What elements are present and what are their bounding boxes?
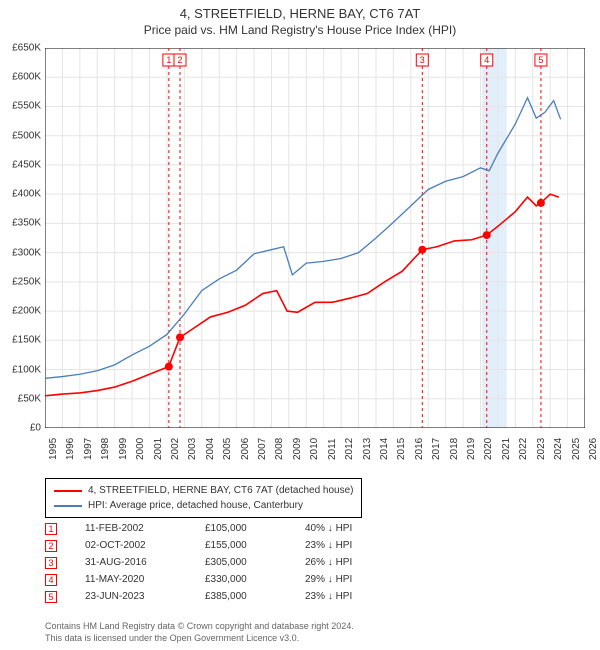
event-date: 11-FEB-2002 [85,523,205,534]
event-hpi: 23% ↓ HPI [305,591,405,602]
event-price: £105,000 [205,523,305,534]
x-tick-label: 1998 [100,438,111,460]
svg-text:3: 3 [420,55,425,65]
svg-text:5: 5 [538,55,543,65]
x-tick-label: 1996 [65,438,76,460]
chart-container: 4, STREETFIELD, HERNE BAY, CT6 7AT Price… [0,0,600,650]
x-tick-label: 2019 [466,438,477,460]
x-tick-label: 2010 [309,438,320,460]
chart-svg: 12 3 4 5 [45,48,585,428]
event-hpi: 23% ↓ HPI [305,540,405,551]
x-tick-label: 2000 [135,438,146,460]
x-tick-label: 2025 [571,438,582,460]
x-tick-label: 2016 [414,438,425,460]
event-hpi: 40% ↓ HPI [305,523,405,534]
x-tick-label: 2001 [153,438,164,460]
x-tick-label: 2014 [379,438,390,460]
event-row: 4 11-MAY-2020£330,00029% ↓ HPI [45,571,405,588]
legend-swatch [54,490,82,492]
x-tick-label: 2022 [518,438,529,460]
svg-text:1: 1 [166,55,171,65]
svg-text:2: 2 [177,55,182,65]
legend-item: 4, STREETFIELD, HERNE BAY, CT6 7AT (deta… [54,483,353,498]
titles: 4, STREETFIELD, HERNE BAY, CT6 7AT Price… [0,0,600,37]
y-tick-label: £450K [1,159,41,170]
x-tick-label: 1997 [83,438,94,460]
x-tick-label: 2005 [222,438,233,460]
legend-item: HPI: Average price, detached house, Cant… [54,498,353,513]
event-marker-box: 5 [45,591,57,603]
event-date: 11-MAY-2020 [85,574,205,585]
event-row: 2 02-OCT-2002£155,00023% ↓ HPI [45,537,405,554]
x-tick-label: 2018 [449,438,460,460]
event-hpi: 26% ↓ HPI [305,557,405,568]
y-axis-labels: £0£50K£100K£150K£200K£250K£300K£350K£400… [0,48,45,428]
event-price: £305,000 [205,557,305,568]
x-tick-label: 2020 [483,438,494,460]
y-tick-label: £250K [1,276,41,287]
footer-line2: This data is licensed under the Open Gov… [45,632,354,644]
footer: Contains HM Land Registry data © Crown c… [45,620,354,644]
event-row: 3 31-AUG-2016£305,00026% ↓ HPI [45,554,405,571]
x-tick-label: 1999 [118,438,129,460]
x-tick-label: 2012 [344,438,355,460]
x-tick-label: 2011 [327,438,338,460]
x-tick-label: 2007 [257,438,268,460]
footer-line1: Contains HM Land Registry data © Crown c… [45,620,354,632]
y-tick-label: £500K [1,130,41,141]
y-tick-label: £0 [1,423,41,434]
legend-label: HPI: Average price, detached house, Cant… [88,498,303,513]
event-marker-box: 2 [45,540,57,552]
y-tick-label: £150K [1,335,41,346]
x-tick-label: 2008 [274,438,285,460]
event-price: £330,000 [205,574,305,585]
event-price: £385,000 [205,591,305,602]
x-tick-label: 2026 [588,438,599,460]
y-tick-label: £100K [1,364,41,375]
y-tick-label: £50K [1,393,41,404]
events-table: 1 11-FEB-2002£105,00040% ↓ HPI 2 02-OCT-200… [45,520,405,605]
event-date: 02-OCT-2002 [85,540,205,551]
y-tick-label: £400K [1,189,41,200]
title-line1: 4, STREETFIELD, HERNE BAY, CT6 7AT [0,6,600,21]
x-tick-label: 2009 [292,438,303,460]
x-tick-label: 2024 [553,438,564,460]
legend: 4, STREETFIELD, HERNE BAY, CT6 7AT (deta… [45,478,362,518]
event-row: 1 11-FEB-2002£105,00040% ↓ HPI [45,520,405,537]
x-tick-label: 1995 [48,438,59,460]
svg-text:4: 4 [484,55,489,65]
legend-swatch [54,505,82,507]
y-tick-label: £600K [1,72,41,83]
event-date: 23-JUN-2023 [85,591,205,602]
title-line2: Price paid vs. HM Land Registry's House … [0,23,600,37]
x-tick-label: 2023 [536,438,547,460]
y-tick-label: £200K [1,306,41,317]
x-tick-label: 2015 [396,438,407,460]
event-hpi: 29% ↓ HPI [305,574,405,585]
x-tick-label: 2002 [170,438,181,460]
y-tick-label: £550K [1,101,41,112]
event-marker-box: 4 [45,574,57,586]
event-row: 5 23-JUN-2023£385,00023% ↓ HPI [45,588,405,605]
x-tick-label: 2021 [501,438,512,460]
y-tick-label: £350K [1,218,41,229]
event-marker-box: 3 [45,557,57,569]
x-tick-label: 2013 [362,438,373,460]
event-marker-box: 1 [45,523,57,535]
x-tick-label: 2017 [431,438,442,460]
legend-label: 4, STREETFIELD, HERNE BAY, CT6 7AT (deta… [88,483,353,498]
event-price: £155,000 [205,540,305,551]
x-tick-label: 2006 [240,438,251,460]
y-tick-label: £650K [1,43,41,54]
x-tick-label: 2003 [187,438,198,460]
chart-plot-area: 12 3 4 5 [45,48,585,428]
event-date: 31-AUG-2016 [85,557,205,568]
x-tick-label: 2004 [205,438,216,460]
y-tick-label: £300K [1,247,41,258]
x-axis-labels: 1995 1996 1997 1998 1999 2000 2001 2002 2003 2004… [45,430,585,470]
